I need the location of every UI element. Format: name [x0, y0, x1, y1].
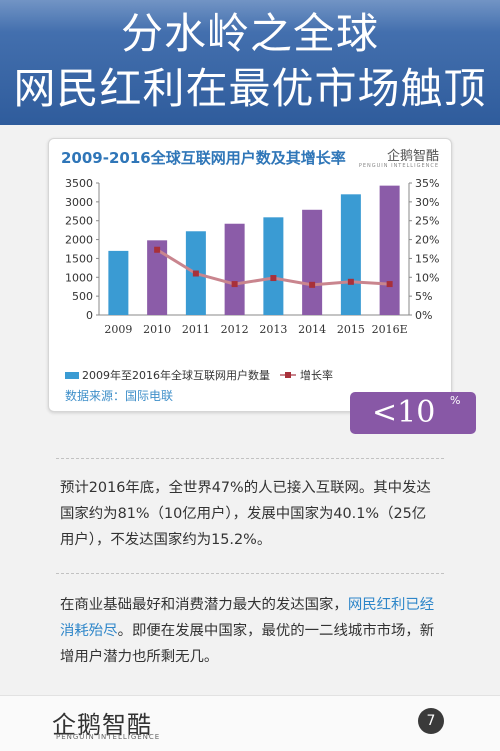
combo-chart: 0 500 1000 1500 2000 2500 3000 3500 0% 5% 10% 15% 20…	[65, 177, 439, 336]
paragraph-user-dividend: 在商业基础最好和消费潜力最大的发达国家，网民红利已经消耗殆尽。即便在发展中国家，…	[60, 592, 440, 670]
y-tick-label: 2500	[65, 215, 93, 228]
growth-rate-marker	[270, 275, 277, 282]
paragraph2-text: 在商业基础最好和消费潜力最大的发达国家，	[60, 597, 348, 613]
paragraph-internet-penetration: 预计2016年底，全世界47%的人已接入互联网。其中发达国家约为81%（10亿用…	[60, 480, 431, 548]
chart-title: 2009-2016全球互联网用户数及其增长率	[61, 149, 346, 167]
percentage-badge: <10 %	[350, 392, 476, 434]
y-tick-label: 3500	[65, 177, 93, 190]
paragraph2-text-end: 。即便在发展中国家，最优的一二线城市市场，新增用户潜力也所剩无几。	[60, 623, 435, 665]
divider	[56, 573, 444, 574]
growth-rate-marker	[231, 281, 238, 288]
y-tick-label: 0	[86, 309, 93, 322]
bar-2012	[224, 223, 245, 315]
y2-tick-label: 25%	[415, 215, 439, 228]
x-tick-label: 2009	[104, 323, 132, 336]
y2-tick-label: 35%	[415, 177, 439, 190]
badge-unit: %	[450, 394, 461, 407]
banner-title-line2: 网民红利在最优市场触顶	[13, 64, 487, 113]
x-tick-label: 2016E	[372, 323, 408, 336]
y-tick-label: 1500	[65, 252, 93, 265]
y-tick-label: 1000	[65, 271, 93, 284]
badge-value: <10	[372, 395, 436, 430]
y2-tick-label: 20%	[415, 234, 439, 247]
legend-bar-swatch	[65, 371, 79, 379]
page-number: 7	[418, 708, 444, 734]
banner-title-line1: 分水岭之全球	[120, 9, 379, 58]
bar-2010	[147, 240, 168, 315]
growth-rate-marker	[309, 281, 316, 288]
footer-logo: 企鹅智酷	[52, 711, 152, 739]
y2-tick-label: 0%	[415, 309, 432, 322]
legend-line-swatch	[280, 372, 296, 378]
y2-tick-label: 10%	[415, 271, 439, 284]
chart-legend: 2009年至2016年全球互联网用户数量 增长率	[65, 367, 333, 383]
x-tick-label: 2010	[143, 323, 171, 336]
x-tick-label: 2014	[298, 323, 326, 336]
bar-2013	[263, 217, 284, 315]
chart-logo: 企鹅智酷	[386, 149, 439, 164]
x-tick-label: 2013	[259, 323, 287, 336]
x-tick-label: 2015	[337, 323, 365, 336]
x-tick-label: 2011	[182, 323, 210, 336]
y2-tick-label: 15%	[415, 252, 439, 265]
growth-rate-marker	[386, 281, 393, 288]
footer-logo-subtitle: PENGUIN INTELLIGENCE	[56, 733, 161, 741]
y-tick-label: 500	[72, 290, 93, 303]
legend-bar-label: 2009年至2016年全球互联网用户数量	[82, 369, 270, 382]
footer	[0, 695, 500, 751]
bar-2014	[302, 209, 323, 315]
y-tick-label: 3000	[65, 196, 93, 209]
chart-card: 2009-2016全球互联网用户数及其增长率 企鹅智酷 PENGUIN INTE…	[48, 138, 452, 412]
data-source: 数据来源：国际电联	[65, 389, 174, 403]
legend-line-label: 增长率	[300, 369, 333, 382]
growth-rate-marker	[347, 278, 354, 285]
bar-2009	[108, 250, 129, 315]
growth-rate-marker	[154, 246, 161, 253]
growth-rate-marker	[192, 270, 199, 277]
chart-logo-subtitle: PENGUIN INTELLIGENCE	[358, 163, 439, 169]
paragraph2-highlight: 网民红利已经消耗殆尽	[60, 597, 435, 639]
divider	[56, 458, 444, 459]
title-banner: 分水岭之全球 网民红利在最优市场触顶	[0, 0, 500, 125]
x-tick-label: 2012	[221, 323, 249, 336]
bar-2016E	[379, 185, 400, 315]
banner-shine	[0, 0, 500, 32]
y2-tick-label: 5%	[415, 290, 432, 303]
y2-tick-label: 30%	[415, 196, 439, 209]
bar-2015	[340, 194, 361, 315]
y-tick-label: 2000	[65, 234, 93, 247]
